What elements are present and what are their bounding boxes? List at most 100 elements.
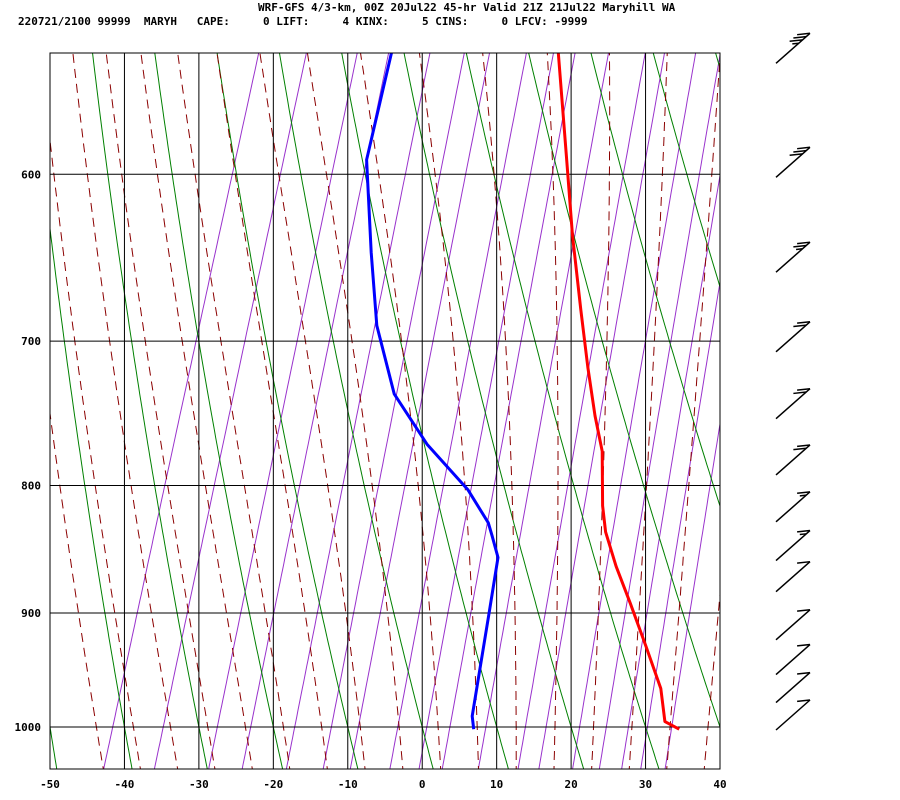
moist-adiabat-line xyxy=(50,135,141,769)
barb-staff xyxy=(775,491,811,523)
barb-feather xyxy=(799,494,807,497)
wind-barb xyxy=(775,671,811,704)
grid-lines xyxy=(49,53,721,769)
mixing-ratio-line xyxy=(441,53,576,769)
wind-barb xyxy=(775,32,811,64)
wind-barb xyxy=(775,387,811,420)
barb-feather xyxy=(789,153,803,157)
wind-barb xyxy=(775,146,811,178)
barb-staff xyxy=(775,241,811,273)
mixing-ratio-line xyxy=(598,53,720,769)
mixing-ratio-line xyxy=(241,53,390,769)
barb-feather xyxy=(793,447,807,451)
barb-feather xyxy=(793,149,807,153)
y-tick-label: 800 xyxy=(21,480,41,493)
barb-feather xyxy=(792,42,799,45)
mixing-ratio-line xyxy=(349,53,491,769)
dry-adiabat-line xyxy=(50,224,133,769)
moist-adiabat-line xyxy=(418,53,479,769)
x-tick-label: -40 xyxy=(115,778,135,791)
moist-adiabat-line xyxy=(546,53,559,769)
x-tick-label: -30 xyxy=(189,778,209,791)
dewpoint-line xyxy=(365,53,500,730)
moist-adiabat-line xyxy=(177,53,291,769)
y-tick-label: 1000 xyxy=(15,721,42,734)
y-tick-label: 600 xyxy=(21,168,41,181)
barb-feather xyxy=(793,35,807,39)
moist-adiabat-line xyxy=(306,53,404,769)
moist-adiabat-line xyxy=(628,53,668,769)
wind-barb xyxy=(775,321,811,353)
moist-adiabat-line xyxy=(259,53,366,769)
mixing-ratio-line xyxy=(153,53,307,769)
moist-adiabat-line xyxy=(360,53,442,769)
header: WRF-GFS 4/3-km, 00Z 20Jul22 45-hr Valid … xyxy=(0,0,900,34)
y-tick-label: 900 xyxy=(21,607,41,620)
mixing-ratio-line xyxy=(572,53,697,769)
mixing-ratio-line xyxy=(389,53,527,769)
profile-lines xyxy=(365,53,680,731)
barb-feather xyxy=(797,671,811,675)
mixing-ratio-line xyxy=(418,53,554,769)
chart-title: WRF-GFS 4/3-km, 00Z 20Jul22 45-hr Valid … xyxy=(258,1,676,14)
dry-adiabat-line xyxy=(92,53,208,769)
barb-feather xyxy=(789,39,803,43)
station-info: 220721/2100 99999 MARYH CAPE: 0 LIFT: 4 … xyxy=(18,15,588,28)
mixing-ratio-line xyxy=(477,53,610,769)
dry-adiabat-line xyxy=(789,0,900,790)
dry-adiabat-line xyxy=(465,53,660,769)
wind-barb xyxy=(775,241,811,273)
wind-barb xyxy=(775,609,811,641)
barb-staff xyxy=(775,388,811,420)
barb-feather xyxy=(797,444,811,448)
x-tick-label: -20 xyxy=(263,778,283,791)
barb-staff xyxy=(775,699,811,731)
plot-frame xyxy=(49,52,721,770)
moist-adiabat-line xyxy=(105,53,216,769)
dry-adiabat-line xyxy=(50,723,58,769)
mixing-ratio-line xyxy=(640,279,720,769)
x-tick-label: 10 xyxy=(490,778,503,791)
barb-staff xyxy=(775,321,811,353)
dry-adiabat-line xyxy=(845,0,900,790)
barb-staff xyxy=(775,146,811,178)
x-tick-label: 0 xyxy=(419,778,426,791)
wind-barb xyxy=(775,444,811,476)
moist-adiabat-line xyxy=(216,53,328,769)
moist-adiabat-line xyxy=(140,53,253,769)
barb-feather xyxy=(797,146,811,150)
x-tick-label: -10 xyxy=(338,778,358,791)
moist-adiabat-line xyxy=(703,588,720,769)
mixing-ratio-line xyxy=(103,53,260,769)
barb-feather xyxy=(797,699,811,703)
barb-staff xyxy=(775,32,811,64)
moist-adiabat-line xyxy=(482,53,517,769)
barb-feather xyxy=(797,609,811,612)
dry-adiabat-line xyxy=(278,53,434,769)
dry-adiabat-line xyxy=(590,53,720,508)
mixing-ratio-line xyxy=(285,53,431,769)
moist-adiabat-line xyxy=(50,409,104,769)
moist-adiabat-line xyxy=(591,53,611,769)
dry-adiabat-line xyxy=(216,53,359,769)
wind-barbs xyxy=(775,32,811,731)
barb-feather xyxy=(797,387,811,391)
dry-adiabat-line xyxy=(732,0,900,790)
moist-adiabat-line xyxy=(740,0,855,790)
barb-feather xyxy=(797,560,811,564)
temperature-line xyxy=(556,53,680,731)
wind-barb xyxy=(775,529,811,562)
y-tick-label: 700 xyxy=(21,335,41,348)
x-tick-label: 20 xyxy=(564,778,577,791)
barb-staff xyxy=(775,643,811,676)
mixing-ratio-line xyxy=(208,53,358,769)
dry-adiabat-line xyxy=(154,53,284,769)
dry-adiabat-line xyxy=(403,53,585,769)
wind-barb xyxy=(775,643,811,676)
mixing-ratio-line xyxy=(621,172,720,769)
barb-feather xyxy=(797,643,811,647)
barb-staff xyxy=(775,444,811,476)
dry-adiabat-line xyxy=(676,0,900,790)
